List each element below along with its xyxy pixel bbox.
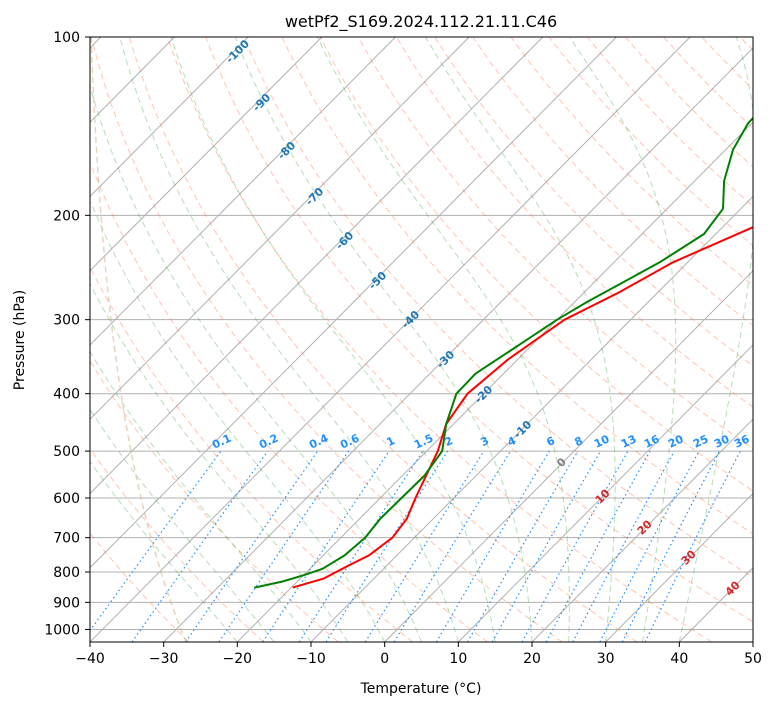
y-axis: 100 200 300 400 500 600 700 800 900 1000: [44, 30, 90, 638]
moist-adiabat-line: [90, 350, 312, 642]
mixing-ratio-line: [262, 450, 390, 642]
moist-adiabat-line: [569, 37, 677, 642]
moist-adiabat-line: [90, 408, 275, 642]
y-tick-label: 700: [53, 531, 80, 547]
mixing-ratio-line: [364, 450, 485, 642]
isotherm-line: [605, 492, 753, 642]
y-tick-label: 100: [53, 30, 80, 46]
isotherm-line: [90, 37, 249, 198]
mixing-ratio-label: 16: [642, 432, 662, 450]
y-axis-label: Pressure (hPa): [12, 290, 28, 390]
dry-adiabat-line: [281, 37, 753, 535]
isotherm-line: [90, 37, 617, 569]
dry-adiabat-line: [319, 37, 753, 492]
mixing-ratio-label: 13: [619, 432, 638, 450]
moist-adiabat-line: [170, 37, 496, 642]
temperature-line: [292, 226, 753, 589]
plot-frame: [89, 36, 754, 643]
mixing-ratio-line: [218, 450, 350, 642]
mixing-ratio-label: 10: [592, 432, 612, 450]
x-tick-label: −10: [296, 651, 326, 667]
chart-title: wetPf2_S169.2024.112.21.11.C46: [285, 12, 557, 32]
y-tick-label: 600: [53, 491, 80, 507]
isotherm-line: [457, 344, 753, 642]
y-tick-label: 500: [53, 444, 80, 460]
mixing-ratio-label: 36: [732, 432, 752, 450]
mixing-ratio-line: [644, 450, 741, 642]
mixing-ratio-label: 25: [691, 432, 710, 450]
mixing-ratio-line: [572, 450, 675, 642]
dry-adiabat-line: [395, 37, 753, 408]
dry-adiabat-line: [434, 37, 753, 367]
moist-adiabat-line: [90, 282, 349, 642]
x-tick-label: 40: [670, 651, 688, 667]
isotherm-line: [310, 195, 753, 642]
moist-adiabat-line: [316, 37, 570, 642]
isotherm-line: [163, 47, 753, 642]
dry-adiabat-line: [167, 37, 712, 642]
moist-adiabat-line: [90, 199, 386, 642]
y-tick-label: 300: [53, 313, 80, 329]
mixing-ratio-line: [393, 450, 512, 642]
isotherm-line: [384, 269, 753, 642]
x-tick-label: 50: [744, 651, 762, 667]
mixing-ratio-line: [435, 450, 550, 642]
mixing-ratio-line: [298, 450, 424, 642]
y-tick-label: 400: [53, 387, 80, 403]
moist-adiabat-line: [234, 37, 533, 642]
mixing-ratio-label: 20: [666, 432, 686, 450]
dry-adiabat-line: [357, 37, 753, 450]
y-tick-label: 800: [53, 565, 80, 581]
y-tick-label: 1000: [44, 622, 80, 638]
dry-adiabat-line: [128, 37, 638, 642]
dry-adiabat-line: [90, 265, 414, 642]
isotherm-line: [90, 37, 691, 642]
isotherm-line: [90, 37, 396, 346]
mixing-ratio-label: 30: [712, 432, 732, 450]
isotherm-line: [531, 418, 753, 642]
x-axis: −40 −30 −20 −10 0 10 20 30 40 50: [75, 642, 762, 667]
moist-adiabat-line: [678, 37, 753, 642]
dry-adiabat-line: [205, 37, 753, 623]
mixing-ratio-line: [545, 450, 651, 642]
mixing-ratio-line: [185, 450, 319, 642]
mixing-ratio-line: [466, 450, 579, 642]
mixing-ratio-line: [325, 450, 449, 642]
moist-adiabat-line: [90, 84, 422, 642]
moist-adiabat-line: [119, 37, 459, 642]
x-axis-label: Temperature (°C): [360, 681, 482, 697]
x-tick-label: 30: [597, 651, 615, 667]
dewpoint-line: [254, 116, 753, 589]
dry-adiabat-line: [472, 37, 753, 327]
moist-adiabat-line: [425, 37, 616, 642]
ccl-curve: [90, 37, 187, 642]
isotherm-line: [90, 37, 470, 420]
x-tick-label: −40: [75, 651, 105, 667]
x-tick-label: 10: [449, 651, 467, 667]
dry-adiabat-line: [90, 37, 563, 642]
dry-adiabat-line: [510, 37, 753, 286]
y-tick-label: 900: [53, 595, 80, 611]
x-tick-label: 20: [523, 651, 541, 667]
sounding-lines: [254, 116, 753, 589]
dry-adiabat-line: [243, 37, 753, 579]
moist-adiabat-line: [90, 460, 238, 642]
dry-adiabat-line: [90, 447, 264, 642]
x-tick-label: 0: [380, 651, 389, 667]
x-tick-label: −30: [149, 651, 179, 667]
background-lines: [90, 37, 753, 642]
isotherm-line: [90, 37, 323, 272]
x-tick-label: −20: [223, 651, 253, 667]
y-tick-label: 200: [53, 208, 80, 224]
mixing-ratio-line: [131, 450, 269, 642]
isotherm-line: [90, 37, 544, 495]
